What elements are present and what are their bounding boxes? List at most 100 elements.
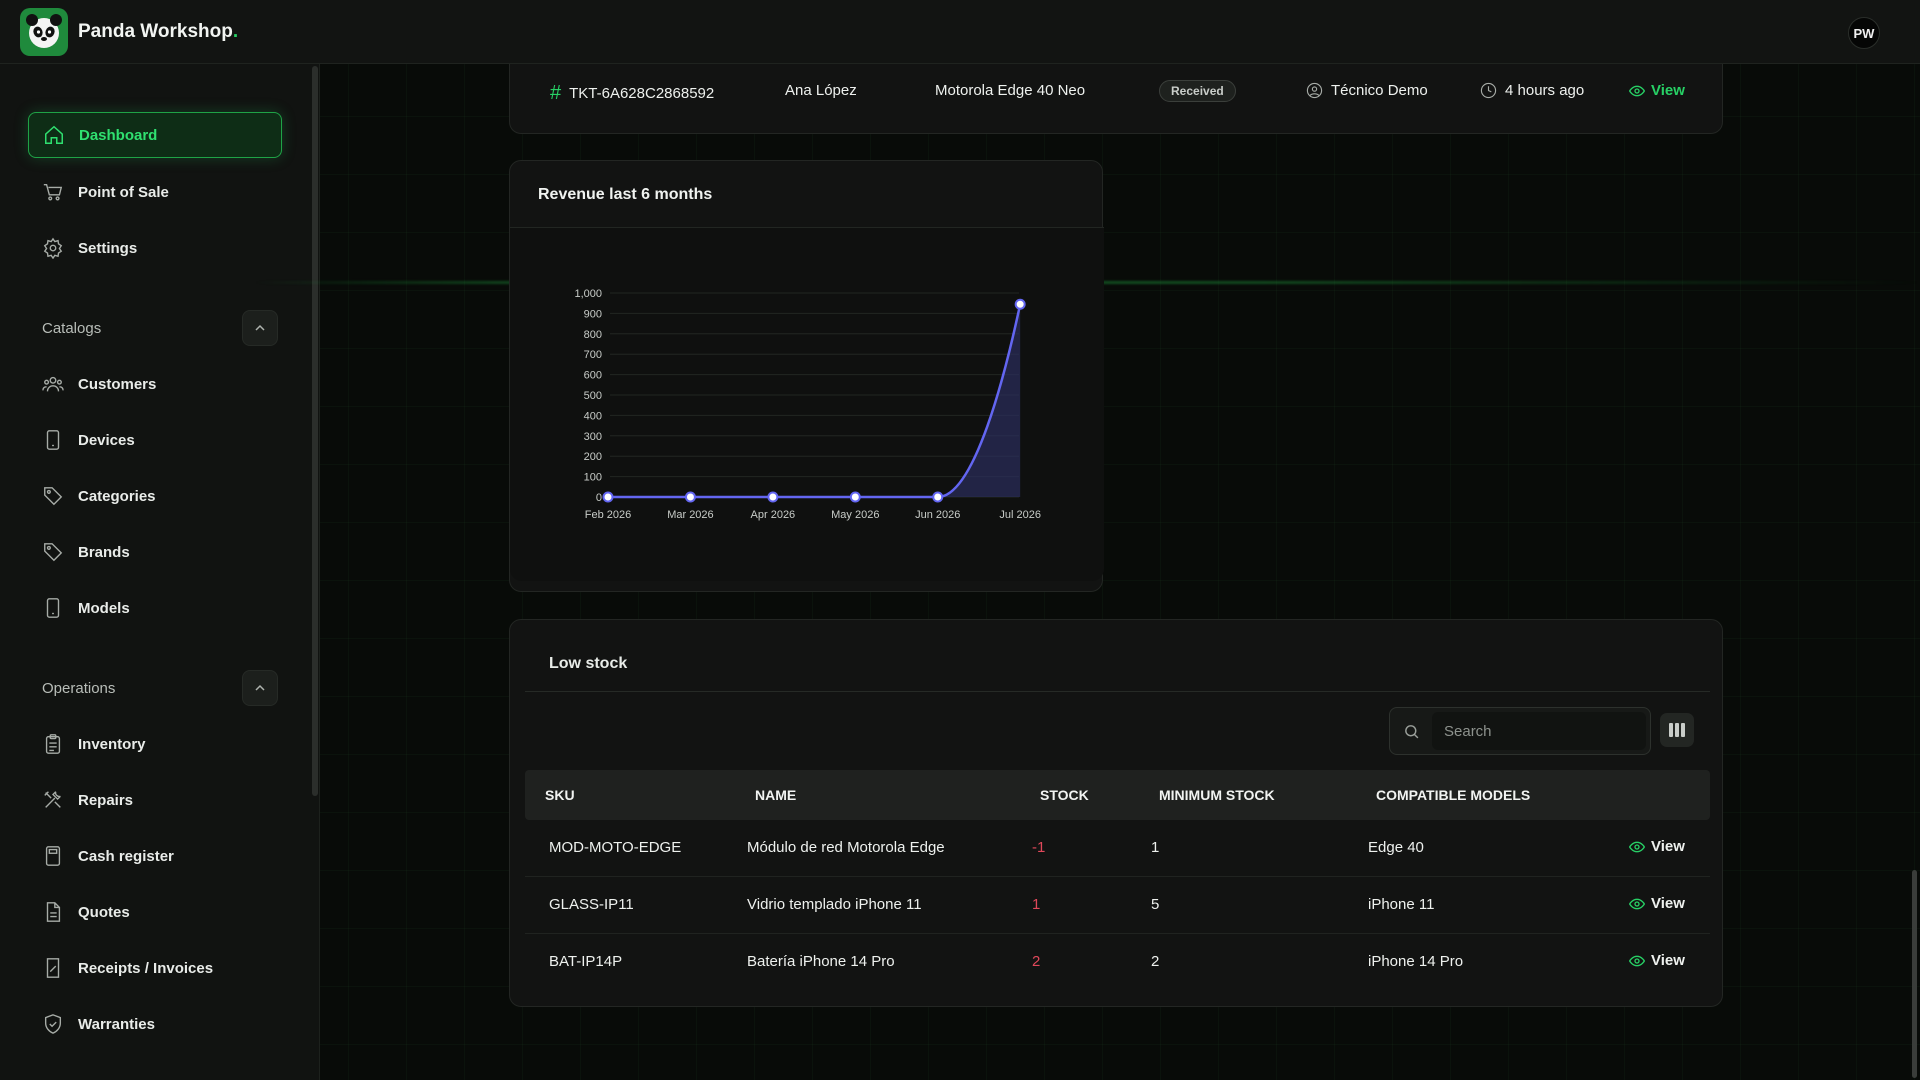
column-header-compatible-models[interactable]: COMPATIBLE MODELS [1376, 787, 1531, 803]
sidebar-item-customers[interactable]: Customers [28, 361, 282, 407]
sidebar-item-repairs[interactable]: Repairs [28, 777, 282, 823]
row-view-link[interactable]: View [1629, 895, 1685, 912]
table-row[interactable]: GLASS-IP11 Vidrio templado iPhone 11 1 5… [525, 877, 1710, 934]
cell-sku: GLASS-IP11 [549, 896, 634, 913]
x-tick-label: Apr 2026 [751, 509, 796, 521]
chevron-up-icon [255, 324, 265, 331]
user-circle-icon [1306, 82, 1323, 99]
ticket-status-cell: Received [1159, 80, 1236, 102]
phone-icon [46, 598, 60, 618]
sidebar-item-warranties[interactable]: Warranties [28, 1001, 282, 1047]
revenue-chart-card: Revenue last 6 months 0 100 200 300 400 500 60… [509, 160, 1104, 592]
hash-icon: # [550, 82, 562, 104]
ticket-time-cell: 4 hours ago [1480, 82, 1584, 99]
row-view-link[interactable]: View [1629, 838, 1685, 855]
catalogs-collapse-button[interactable] [242, 310, 278, 346]
cell-compatible-models: Edge 40 [1368, 839, 1424, 856]
data-point [602, 491, 614, 503]
sidebar-item-label: Warranties [78, 1015, 155, 1033]
ticket-id: TKT-6A628C2868592 [569, 85, 715, 102]
y-tick-label: 500 [584, 390, 602, 402]
sidebar-item-label: Cash register [78, 847, 174, 865]
sidebar-item-devices[interactable]: Devices [28, 417, 282, 463]
eye-icon [1629, 841, 1645, 852]
cell-compatible-models: iPhone 11 [1368, 896, 1435, 913]
x-tick-label: Mar 2026 [667, 509, 713, 521]
column-header-sku[interactable]: SKU [545, 787, 575, 803]
data-point [932, 491, 944, 503]
sidebar-item-label: Dashboard [79, 126, 158, 144]
panda-logo[interactable] [20, 7, 68, 56]
columns-icon [1669, 723, 1685, 737]
cell-minimum-stock: 2 [1151, 953, 1160, 970]
table-row[interactable]: BAT-IP14P Batería iPhone 14 Pro 2 2 iPho… [525, 934, 1710, 991]
sidebar-item-label: Categories [78, 487, 156, 505]
sidebar-item-quotes[interactable]: Quotes [28, 889, 282, 935]
sidebar-item-dashboard[interactable]: Dashboard [28, 112, 282, 158]
area-fill [608, 304, 1021, 497]
view-label: View [1651, 838, 1685, 855]
row-view-link[interactable]: View [1629, 952, 1685, 969]
cell-name: Vidrio templado iPhone 11 [747, 896, 922, 913]
user-avatar[interactable]: PW [1848, 17, 1880, 49]
app-name[interactable]: Panda Workshop. [78, 20, 239, 42]
sidebar-item-categories[interactable]: Categories [28, 473, 282, 519]
recent-ticket-row[interactable]: # TKT-6A628C2868592 Ana López Motorola E… [509, 64, 1723, 134]
page-scrollbar[interactable] [1912, 870, 1917, 1078]
table-header: SKU NAME STOCK MINIMUM STOCK COMPATIBLE … [525, 770, 1710, 820]
document-icon [46, 902, 61, 922]
tag-icon [44, 543, 63, 562]
cell-stock: 2 [1032, 953, 1041, 970]
column-header-stock[interactable]: STOCK [1040, 787, 1089, 803]
sidebar-item-label: Models [78, 599, 130, 617]
table-row[interactable]: MOD-MOTO-EDGE Módulo de red Motorola Edg… [525, 820, 1710, 877]
ticket-technician-cell: Técnico Demo [1306, 82, 1428, 99]
sidebar-item-models[interactable]: Models [28, 585, 282, 631]
sidebar-scrollbar[interactable] [312, 66, 318, 796]
sidebar-item-receipts-invoices[interactable]: Receipts / Invoices [28, 945, 282, 991]
gear-icon [43, 237, 63, 259]
receipt-icon [46, 958, 60, 978]
view-label: View [1651, 82, 1685, 99]
y-tick-label: 1,000 [574, 288, 602, 300]
tag-icon [44, 487, 63, 506]
chart-area: 0 100 200 300 400 500 600 700 800 900 1,000 Feb 202… [510, 227, 1104, 581]
sidebar-item-point-of-sale[interactable]: Point of Sale [28, 169, 282, 215]
y-tick-label: 100 [584, 472, 602, 484]
ticket-device: Motorola Edge 40 Neo [935, 82, 1086, 99]
clock-icon [1480, 82, 1497, 99]
y-tick-label: 300 [584, 431, 602, 443]
revenue-area-chart: 0 100 200 300 400 500 600 700 800 900 1,000 Feb 202… [574, 288, 1041, 521]
sidebar-item-label: Receipts / Invoices [78, 959, 214, 977]
sidebar-item-settings[interactable]: Settings [28, 225, 282, 271]
column-header-minimum-stock[interactable]: MINIMUM STOCK [1159, 787, 1275, 803]
calculator-icon [45, 846, 61, 866]
y-tick-label: 700 [584, 349, 602, 361]
search-input[interactable] [1432, 712, 1646, 750]
sidebar-item-brands[interactable]: Brands [28, 529, 282, 575]
cell-name: Batería iPhone 14 Pro [747, 953, 895, 970]
phone-icon [46, 430, 60, 450]
sidebar-item-label: Devices [78, 431, 135, 449]
ticket-customer: Ana López [785, 82, 857, 99]
ticket-view-link[interactable]: View [1629, 82, 1685, 99]
sidebar-item-label: Customers [78, 375, 157, 393]
column-header-name[interactable]: NAME [755, 787, 797, 803]
status-badge: Received [1159, 80, 1236, 102]
cell-minimum-stock: 1 [1151, 839, 1160, 856]
chevron-up-icon [255, 684, 265, 691]
home-icon [45, 125, 63, 144]
data-point [767, 491, 779, 503]
columns-toggle-button[interactable] [1660, 713, 1694, 747]
cell-sku: MOD-MOTO-EDGE [549, 839, 682, 856]
sidebar-item-inventory[interactable]: Inventory [28, 721, 282, 767]
low-stock-card: Low stock SKU NAME STOCK MINIMUM STOCK C… [509, 619, 1723, 1007]
x-tick-label: Jul 2026 [999, 509, 1041, 521]
search-box [1389, 707, 1651, 755]
search-icon [1405, 725, 1419, 739]
sidebar-item-cash-register[interactable]: Cash register [28, 833, 282, 879]
operations-section-header: Operations [42, 670, 278, 706]
ticket-time: 4 hours ago [1505, 82, 1585, 99]
operations-collapse-button[interactable] [242, 670, 278, 706]
shield-icon [44, 1014, 62, 1034]
